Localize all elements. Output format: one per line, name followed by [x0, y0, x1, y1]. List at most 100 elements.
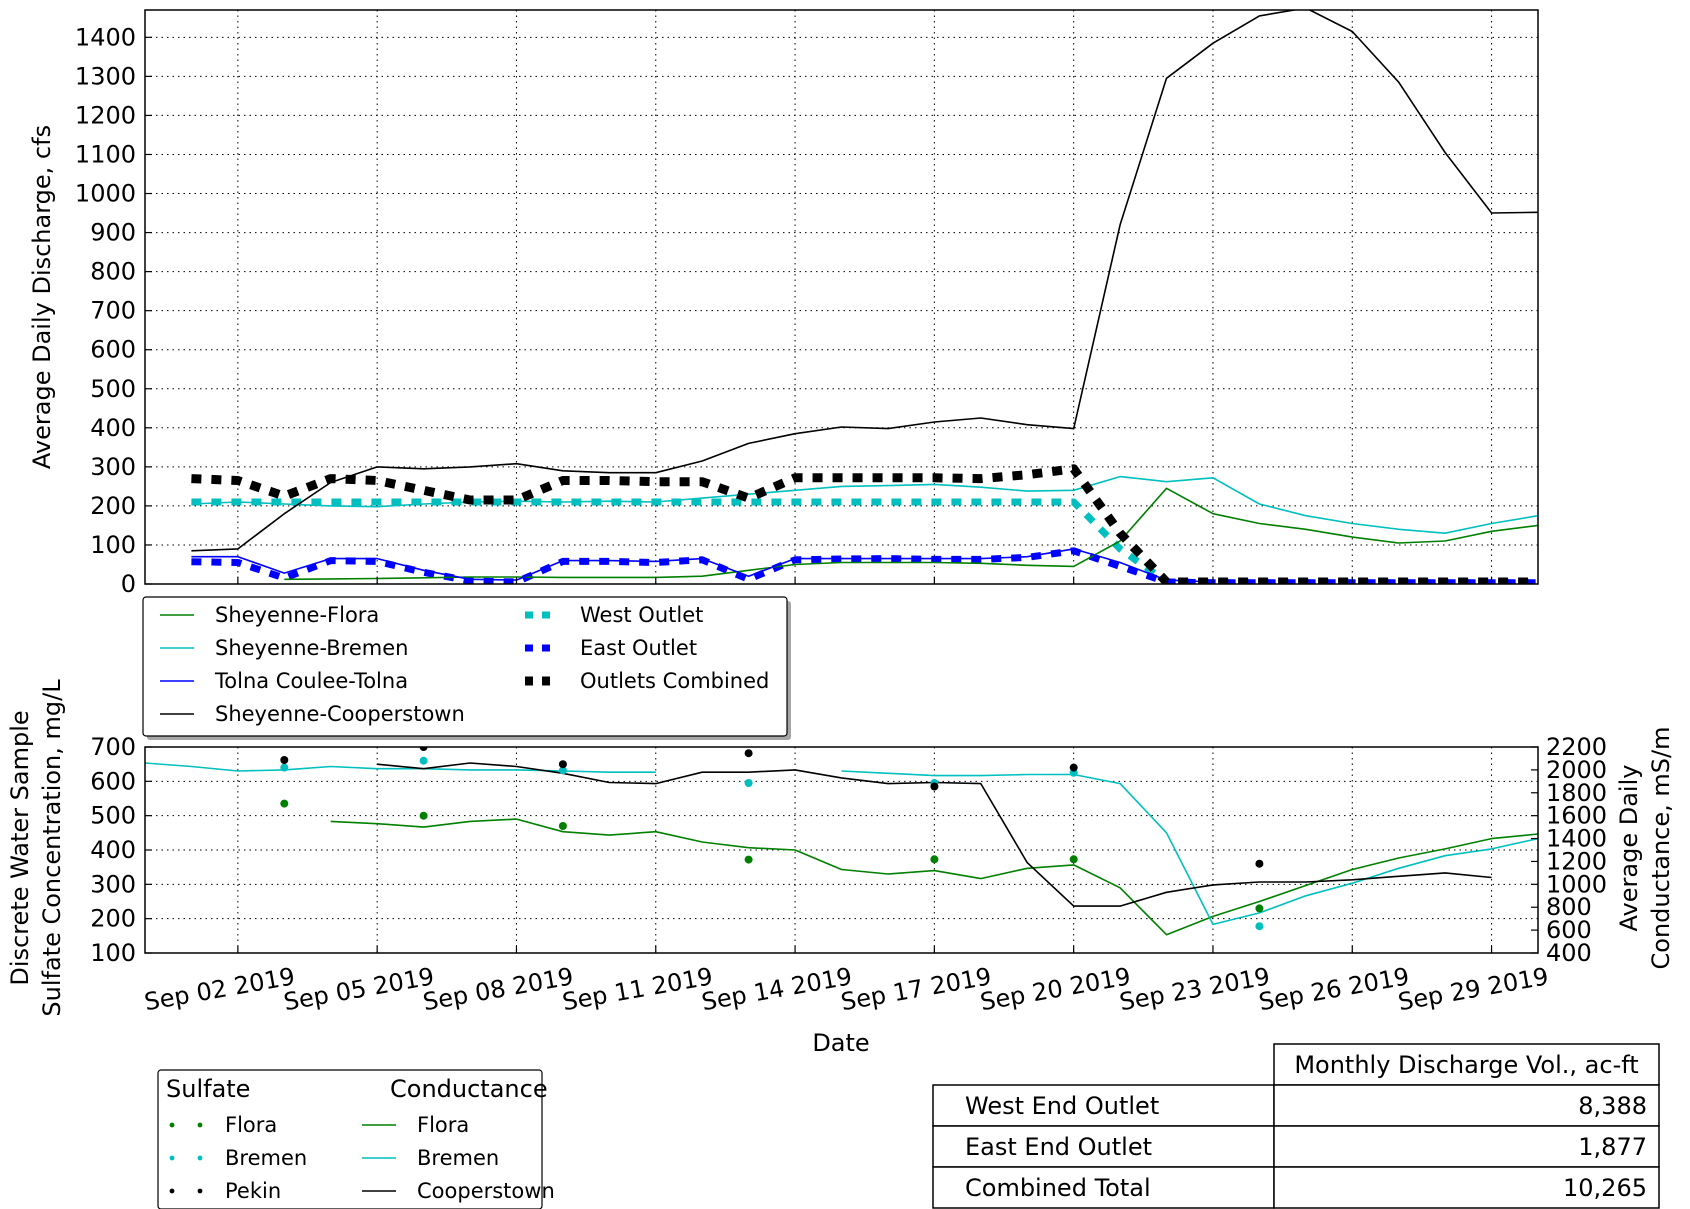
conductance-y2-axis-label-line: Conductance, mS/m — [1647, 727, 1675, 970]
discharge-legend-label: Outlets Combined — [580, 669, 769, 693]
discharge-y-tick-label: 200 — [90, 492, 136, 520]
sulfate-legend-title: Sulfate — [166, 1075, 250, 1103]
sulfate-y-axis-label-line: Sulfate Concentration, mg/L — [38, 679, 66, 1017]
sulfate-legend-marker — [197, 1188, 203, 1194]
discharge-series — [191, 10, 1538, 584]
sulfate-conductance-legend: Sulfate Conductance FloraBremenPekinFlor… — [157, 1069, 555, 1209]
discharge-legend-label: Sheyenne-Flora — [215, 603, 379, 627]
discharge-y-tick-label: 1300 — [75, 62, 136, 90]
sulfate-point-pekin — [930, 782, 939, 791]
discharge-y-tick-label: 0 — [121, 570, 136, 598]
sulfate-point-flora — [280, 799, 289, 808]
sulfate-point-pekin — [1255, 859, 1264, 868]
sulfate-point-flora — [558, 822, 567, 830]
table-row-value-cell — [1273, 1125, 1660, 1168]
date-x-tick-label: Sep 11 2019 — [560, 962, 715, 1016]
sulfate-point-flora — [744, 855, 753, 864]
sulfate-point-bremen — [419, 756, 428, 765]
sulfate-point-flora — [930, 855, 939, 864]
sulfate-y-axis-label-line: Discrete Water Sample — [6, 710, 34, 985]
sulfate-point-bremen — [1255, 922, 1264, 931]
date-x-axis-label: Date — [812, 1029, 869, 1057]
discharge-y-tick-label: 400 — [90, 414, 136, 442]
discharge-y-tick-label: 800 — [90, 258, 136, 286]
discharge-y-axis-label: Average Daily Discharge, cfs — [28, 125, 56, 469]
sulfate-y-ticks: 100 200 300 400 500 600 700 — [90, 733, 152, 967]
date-x-tick-label: Sep 17 2019 — [839, 962, 994, 1016]
date-x-tick-label: Sep 20 2019 — [978, 962, 1133, 1016]
discharge-y-tick-label: 1400 — [75, 23, 136, 51]
conductance-y2-axis-label-line: Average Daily — [1615, 765, 1643, 932]
discharge-legend-label: Tolna Coulee-Tolna — [214, 669, 408, 693]
discharge-x-ticks — [237, 577, 1493, 584]
conductance-legend-label: Bremen — [417, 1146, 499, 1170]
conductance-y2-tick-label: 1200 — [1546, 847, 1607, 875]
sulfate-y-tick-label: 400 — [90, 836, 136, 864]
sulfate-y-tick-label: 700 — [90, 733, 136, 761]
sulfate-point-bremen — [744, 779, 753, 787]
conductance-y2-tick-label: 800 — [1546, 893, 1592, 921]
discharge-legend-box — [142, 596, 788, 737]
sulfate-point-pekin — [280, 756, 289, 764]
sulfate-point-flora — [419, 811, 428, 820]
date-x-tick-label: Sep 02 2019 — [142, 962, 297, 1016]
discharge-legend-label: Sheyenne-Bremen — [215, 636, 408, 660]
sulfate-y-tick-label: 500 — [90, 802, 136, 830]
sulfate-point-bremen — [558, 766, 567, 775]
conductance-y2-tick-label: 1000 — [1546, 870, 1607, 898]
discharge-legend-label: West Outlet — [580, 603, 703, 627]
sulfate-legend-box — [157, 1069, 543, 1209]
sulfate-conductance-series — [145, 747, 1538, 936]
sulfate-point-pekin — [744, 749, 753, 758]
discharge-line-sheyenne-flora — [284, 487, 1538, 581]
conductance-y2-tick-label: 400 — [1546, 939, 1592, 967]
discharge-y-tick-label: 900 — [90, 219, 136, 247]
conductance-legend-label: Flora — [417, 1113, 469, 1137]
sulfate-point-pekin — [419, 747, 428, 751]
table-row-label-cell — [932, 1166, 1275, 1209]
discharge-y-tick-label: 100 — [90, 531, 136, 559]
conductance-legend-label: Cooperstown — [417, 1179, 555, 1203]
discharge-plot-area — [145, 10, 1538, 584]
sulfate-legend-label: Bremen — [225, 1146, 307, 1170]
discharge-y-tick-label: 300 — [90, 453, 136, 481]
discharge-line-east-outlet — [191, 547, 1538, 584]
conductance-legend-title: Conductance — [390, 1075, 548, 1103]
discharge-y-ticks: 0 100 200 300 400 500 600 700 800 900 1000 1100 1200… — [75, 23, 152, 598]
conductance-line-bremen — [841, 770, 1538, 926]
sulfate-point-flora — [1255, 904, 1264, 913]
table-row-label: East End Outlet — [965, 1133, 1152, 1161]
discharge-line-tolna-coulee-tolna — [191, 548, 1214, 583]
sulfate-y-tick-label: 200 — [90, 905, 136, 933]
discharge-line-sheyenne-cooperstown — [191, 10, 1538, 552]
sulfate-point-pekin — [1069, 763, 1078, 772]
sulfate-point-flora — [1069, 855, 1078, 864]
conductance-y2-tick-label: 1600 — [1546, 802, 1607, 830]
conductance-y2-tick-label: 1800 — [1546, 779, 1607, 807]
date-x-tick-label: Sep 26 2019 — [1257, 962, 1412, 1016]
conductance-y2-tick-label: 2200 — [1546, 733, 1607, 761]
discharge-y-tick-label: 500 — [90, 375, 136, 403]
conductance-y2-tick-label: 2000 — [1546, 756, 1607, 784]
conductance-y2-axis-label: Average Daily Conductance, mS/m — [1615, 727, 1675, 970]
table-row-value-cell — [1273, 1084, 1660, 1127]
discharge-legend-entries: Sheyenne-Flora Sheyenne-Bremen Tolna Coule… — [160, 603, 769, 726]
sulfate-y-tick-label: 300 — [90, 870, 136, 898]
date-x-tick-label: Sep 05 2019 — [282, 962, 437, 1016]
monthly-discharge-table: Monthly Discharge Vol., ac-ft West End Ou… — [932, 1043, 1660, 1209]
discharge-y-tick-label: 1100 — [75, 140, 136, 168]
conductance-y2-tick-label: 600 — [1546, 916, 1592, 944]
date-x-tick-label: Sep 29 2019 — [1396, 962, 1551, 1016]
sulfate-legend-label: Flora — [225, 1113, 277, 1137]
date-x-tick-label: Sep 08 2019 — [421, 962, 576, 1016]
conductance-line-bremen — [145, 762, 656, 774]
sulfate-point-bremen — [280, 763, 289, 772]
discharge-chart: 0 100 200 300 400 500 600 700 800 900 1000 1100 1200… — [28, 9, 1539, 598]
sulfate-legend-marker — [197, 1122, 203, 1128]
table-header-cell — [1273, 1043, 1660, 1086]
sulfate-y-tick-label: 100 — [90, 939, 136, 967]
sulfate-legend-marker — [169, 1122, 175, 1128]
sulfate-legend-marker — [169, 1155, 175, 1161]
